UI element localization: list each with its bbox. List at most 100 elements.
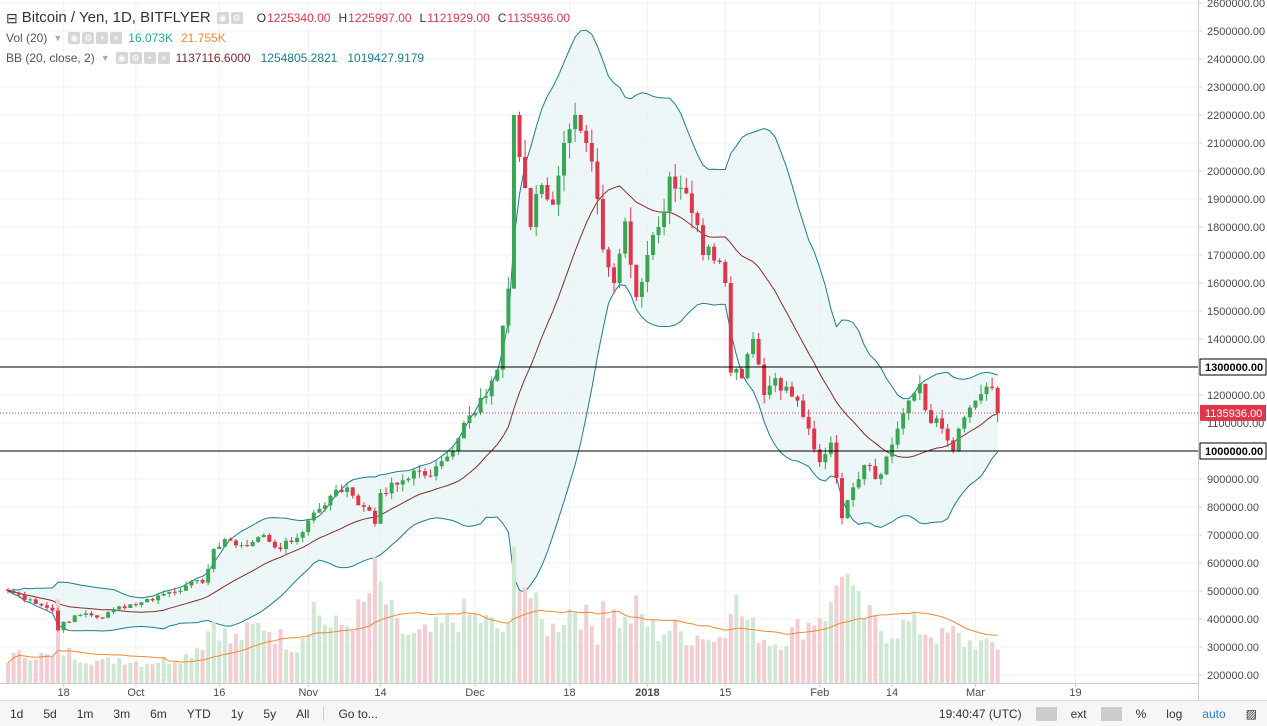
volume-bar [523,587,528,683]
settings-icon[interactable]: ⚙ [82,32,95,44]
add-icon[interactable]: + [96,32,109,44]
volume-bar [272,643,277,683]
candle-body [178,590,183,592]
volume-bar [33,659,38,683]
candle-body [701,225,705,255]
timeframe-1d[interactable]: 1d [10,706,24,721]
log-toggle[interactable]: log [1166,706,1183,721]
volume-bar [417,629,422,683]
volume-bar [117,658,122,683]
candle-body [189,581,194,586]
time-tick-label: 14 [886,687,898,699]
candle-body [506,288,511,326]
volume-study-label[interactable]: Vol (20) [6,31,48,45]
timeframe-1m[interactable]: 1m [76,706,94,721]
time-tick-label: Nov [298,687,318,699]
percent-toggle[interactable]: % [1135,706,1147,721]
timeframe-5y[interactable]: 5y [263,706,277,721]
candle-body [600,199,605,250]
auto-scale-toggle[interactable]: auto [1202,706,1226,721]
candle-body [917,383,922,394]
eye-icon[interactable]: ◉ [216,12,229,24]
symbol-title[interactable]: Bitcoin / Yen, 1D, BITFLYER [21,9,211,26]
clock-time[interactable]: 19:40:47 (UTC) [938,706,1022,721]
volume-bar [339,624,344,683]
candle-body [823,453,828,463]
candle-body [584,130,589,143]
candle-body [956,428,961,451]
level-price-tag [1199,358,1267,376]
scroll-to-end-icon[interactable]: ▨ [1245,706,1257,721]
bb-basis-value: 1137116.6000 [175,51,251,65]
candle-body [973,400,978,408]
candle-body [995,387,1000,413]
volume-bar [539,619,544,683]
volume-bar [128,662,133,683]
volume-bar [717,637,722,683]
candle-body [195,580,200,582]
low-label: L [419,11,427,25]
timeframe-1y[interactable]: 1y [230,706,244,721]
candle-body [901,413,906,429]
candle-body [606,249,611,268]
bb-study-label[interactable]: BB (20, close, 2) [6,51,95,65]
volume-bar [411,632,416,683]
volume-bar [801,639,806,683]
timeframe-6m[interactable]: 6m [150,706,167,721]
timeframe-ytd[interactable]: YTD [186,706,211,721]
eye-icon[interactable]: ◉ [115,52,128,64]
price-axis[interactable]: 200000.00 300000.00 400000.00 500000.00 6000… [1198,0,1267,700]
candle-body [534,194,539,227]
chevron-down-icon[interactable]: ▼ [53,33,63,43]
add-icon[interactable]: + [143,52,156,64]
volume-bar [278,628,283,683]
chevron-down-icon[interactable]: ▼ [100,53,110,63]
candle-body [467,415,472,423]
settings-icon[interactable]: ⚙ [129,52,142,64]
volume-bar [11,653,16,683]
candle-body [523,157,528,189]
candle-body [183,585,188,591]
candle-body [812,428,817,450]
eye-icon[interactable]: ◉ [68,32,81,44]
legend-bb-row: BB (20, close, 2) ▼ ◉ ⚙ + × 1137116.6000… [6,48,570,68]
settings-icon[interactable]: ⚙ [230,12,243,24]
timeframe-3m[interactable]: 3m [113,706,131,721]
ext-toggle[interactable]: ext [1070,706,1087,721]
timeframe-all[interactable]: All [296,706,310,721]
volume-bar [506,623,511,683]
candle-body [456,438,461,451]
candle-body [117,606,122,610]
candle-body [712,246,717,261]
volume-bar [372,557,377,683]
horizontal-levels[interactable] [0,366,1198,452]
volume-bar [395,617,400,683]
volume-bar [361,601,366,683]
price-tick-label: 1500000.00 [1207,306,1265,318]
candle-body [495,369,500,381]
candle-body [56,610,61,631]
candle-body [239,545,244,547]
candle-body [461,423,466,439]
close-icon[interactable]: × [110,32,123,44]
candle-body [295,537,300,543]
volume-bar [322,624,327,683]
volume-bar [806,622,811,683]
goto-button[interactable]: Go to... [338,706,378,721]
candle-body [550,199,555,205]
price-tick-label: 2200000.00 [1207,110,1265,122]
volume-bar [172,662,177,683]
candle-body [545,185,550,200]
volume-bar [840,576,844,683]
bb-study-buttons: ◉ ⚙ + × [115,52,170,64]
candle-body [289,540,294,543]
volume-bar [851,585,856,683]
time-axis[interactable]: 18 Oct 16 Nov 14 Dec 18 2018 15 Feb 14 Mar 19 [0,683,1198,699]
candle-body [817,449,822,463]
close-icon[interactable]: × [157,52,170,64]
candle-body [328,495,333,506]
volume-bar [150,664,155,683]
collapse-legend-icon[interactable]: ⊟ [6,10,18,26]
timeframe-5d[interactable]: 5d [43,706,57,721]
